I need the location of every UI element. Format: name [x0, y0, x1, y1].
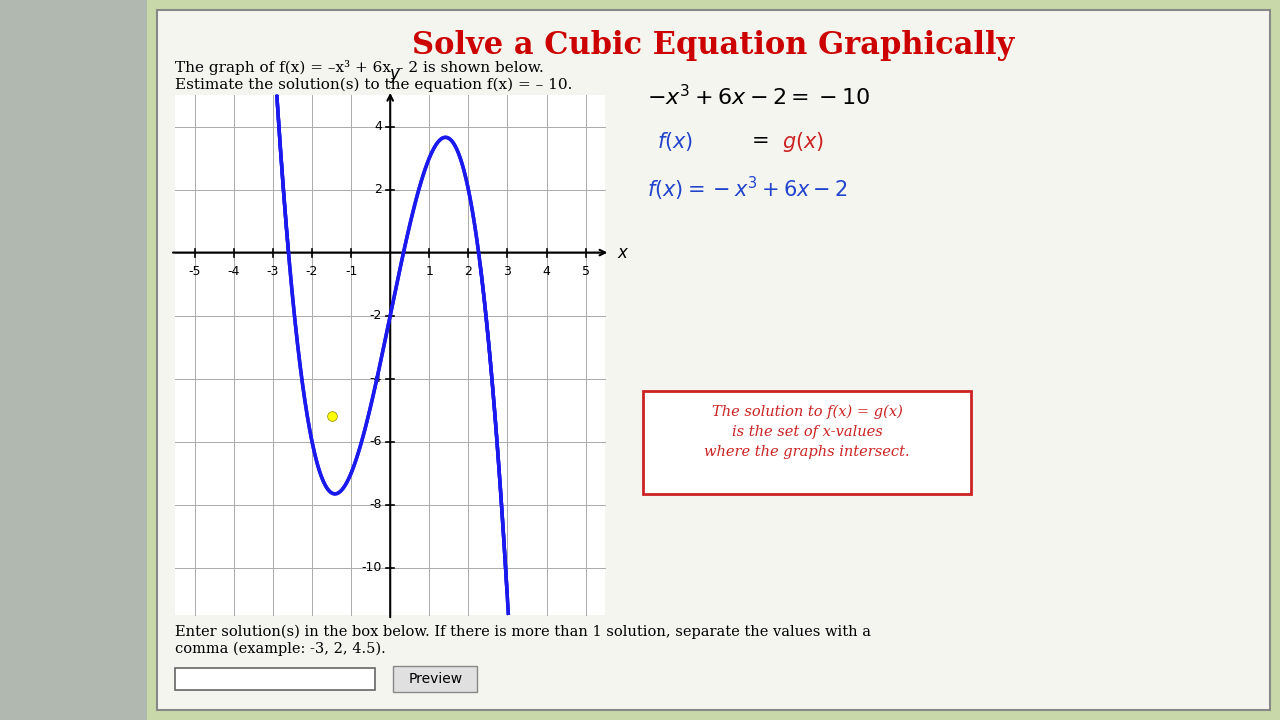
Text: -4: -4	[370, 372, 383, 385]
Text: y: y	[389, 65, 399, 83]
Text: Solve a Cubic Equation Graphically: Solve a Cubic Equation Graphically	[412, 30, 1015, 61]
Text: $f(x) = -x^3+6x-2$: $f(x) = -x^3+6x-2$	[648, 175, 847, 203]
Text: 4: 4	[374, 120, 383, 133]
FancyBboxPatch shape	[393, 666, 477, 692]
Text: comma (example: -3, 2, 4.5).: comma (example: -3, 2, 4.5).	[175, 642, 387, 657]
Text: 5: 5	[581, 264, 590, 278]
Text: 3: 3	[503, 264, 512, 278]
Text: x: x	[617, 243, 627, 261]
Text: $g(x)$: $g(x)$	[782, 130, 824, 154]
Text: $f(x)$: $f(x)$	[657, 130, 694, 153]
Text: -8: -8	[370, 498, 383, 511]
Text: is the set of x-values: is the set of x-values	[732, 425, 883, 439]
FancyBboxPatch shape	[157, 10, 1270, 710]
Text: -2: -2	[306, 264, 319, 278]
FancyBboxPatch shape	[644, 391, 972, 494]
Text: 2: 2	[374, 183, 383, 196]
Text: Enter solution(s) in the box below. If there is more than 1 solution, separate t: Enter solution(s) in the box below. If t…	[175, 625, 872, 639]
Text: -5: -5	[188, 264, 201, 278]
Text: -2: -2	[370, 309, 383, 322]
Text: Preview: Preview	[408, 672, 462, 686]
Text: -10: -10	[362, 561, 383, 575]
Text: where the graphs intersect.: where the graphs intersect.	[704, 445, 910, 459]
FancyBboxPatch shape	[175, 95, 605, 615]
Text: The graph of f(x) = –x³ + 6x – 2 is shown below.: The graph of f(x) = –x³ + 6x – 2 is show…	[175, 60, 544, 75]
Text: -4: -4	[228, 264, 241, 278]
Text: -3: -3	[266, 264, 279, 278]
Text: 1: 1	[425, 264, 433, 278]
FancyBboxPatch shape	[0, 0, 147, 720]
Text: -6: -6	[370, 435, 383, 448]
Text: 2: 2	[465, 264, 472, 278]
Text: Estimate the solution(s) to the equation f(x) = – 10.: Estimate the solution(s) to the equation…	[175, 78, 572, 92]
Text: 4: 4	[543, 264, 550, 278]
Text: The solution to f(x) = g(x): The solution to f(x) = g(x)	[712, 405, 902, 419]
Text: -1: -1	[344, 264, 357, 278]
FancyBboxPatch shape	[175, 668, 375, 690]
Text: $=$: $=$	[748, 130, 769, 149]
Text: $-x^3+6x-2 = -10$: $-x^3+6x-2 = -10$	[648, 85, 870, 110]
